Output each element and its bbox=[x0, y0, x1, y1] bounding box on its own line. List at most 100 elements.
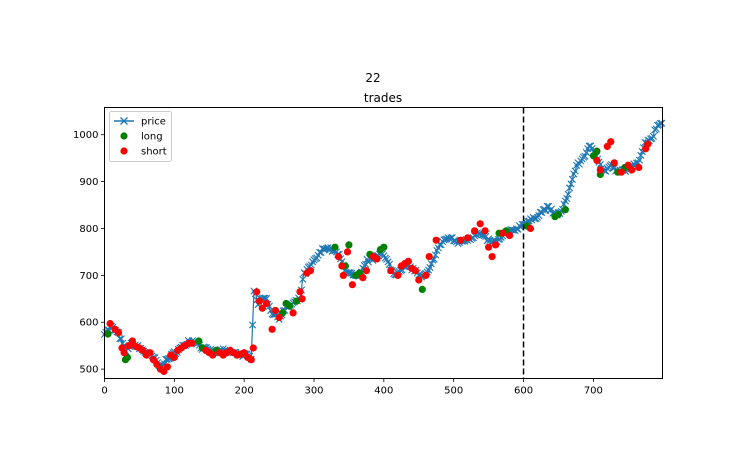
legend-entry-price: price bbox=[114, 117, 166, 128]
short-point bbox=[343, 248, 352, 256]
axis-layer: 0 100 200 300 400 500 600 700 500 600 700 800 900 100… bbox=[73, 130, 603, 396]
short-point bbox=[492, 241, 500, 249]
long-point bbox=[345, 241, 353, 249]
legend-label-short: short bbox=[141, 147, 167, 158]
short-point bbox=[338, 262, 346, 270]
short-point bbox=[593, 156, 601, 165]
legend-short-marker bbox=[120, 147, 128, 155]
price-point bbox=[431, 251, 440, 259]
short-point bbox=[306, 267, 315, 275]
price-point bbox=[316, 248, 324, 256]
price-point bbox=[564, 190, 572, 198]
price-point bbox=[427, 260, 435, 268]
short-point bbox=[481, 227, 489, 235]
price-point bbox=[649, 132, 658, 140]
legend-price-marker bbox=[120, 117, 128, 125]
short-point bbox=[268, 325, 276, 333]
legend-label-price: price bbox=[141, 117, 166, 128]
y-tick-label: 500 bbox=[79, 365, 98, 376]
short-point bbox=[628, 166, 636, 174]
chart-title: trades bbox=[364, 91, 402, 105]
short-point bbox=[114, 329, 123, 337]
short-point bbox=[170, 353, 178, 361]
short-point bbox=[488, 253, 496, 261]
y-tick-label: 900 bbox=[79, 177, 98, 188]
short-point bbox=[464, 234, 472, 242]
short-point bbox=[106, 320, 114, 328]
short-point bbox=[644, 140, 652, 148]
short-point bbox=[334, 253, 343, 261]
short-point bbox=[247, 356, 255, 364]
price-point bbox=[581, 152, 589, 160]
short-point bbox=[289, 309, 297, 317]
price-point bbox=[320, 245, 328, 253]
y-tick-label: 600 bbox=[79, 318, 98, 329]
long-point bbox=[104, 330, 112, 338]
short-point bbox=[249, 344, 257, 352]
price-point bbox=[563, 194, 571, 203]
short-point bbox=[422, 271, 430, 279]
y-tick-label: 1000 bbox=[73, 130, 98, 141]
price-point bbox=[364, 258, 373, 266]
price-point bbox=[317, 248, 325, 257]
short-point bbox=[610, 159, 618, 167]
x-tick-label: 300 bbox=[304, 386, 323, 397]
short-point bbox=[128, 337, 136, 345]
legend-entry-long: long bbox=[120, 132, 163, 143]
x-tick-label: 400 bbox=[374, 386, 393, 397]
short-point bbox=[471, 227, 479, 235]
short-point bbox=[359, 274, 367, 282]
price-point bbox=[116, 335, 124, 343]
legend: price long short bbox=[109, 111, 172, 162]
long-point bbox=[286, 302, 294, 310]
short-point bbox=[298, 295, 306, 303]
short-point bbox=[425, 253, 433, 261]
series-layer bbox=[100, 119, 666, 376]
price-point bbox=[571, 167, 579, 175]
short-point bbox=[596, 166, 604, 174]
short-point bbox=[485, 243, 493, 251]
short-point bbox=[339, 271, 347, 279]
short-point bbox=[457, 236, 465, 244]
price-point bbox=[658, 119, 666, 127]
long-point bbox=[331, 243, 339, 251]
y-tick-label: 700 bbox=[79, 271, 98, 282]
x-tick-label: 700 bbox=[584, 386, 603, 397]
short-point bbox=[146, 349, 154, 357]
price-point bbox=[543, 202, 551, 210]
x-tick-label: 0 bbox=[101, 386, 107, 397]
short-point bbox=[526, 224, 535, 233]
x-tick-label: 500 bbox=[444, 386, 463, 397]
short-point bbox=[188, 339, 196, 347]
short-point bbox=[411, 267, 419, 275]
short-point bbox=[262, 299, 271, 308]
short-point bbox=[296, 288, 304, 296]
short-point bbox=[373, 255, 381, 263]
short-point bbox=[387, 267, 395, 275]
legend-long-marker bbox=[120, 132, 128, 140]
price-point bbox=[568, 175, 576, 184]
figure-suptitle: 22 bbox=[365, 71, 380, 85]
short-point bbox=[163, 363, 171, 371]
price-point bbox=[117, 335, 125, 343]
short-point bbox=[275, 313, 283, 322]
short-point bbox=[348, 281, 356, 289]
price-point bbox=[248, 321, 257, 329]
short-point bbox=[362, 267, 370, 275]
long-point bbox=[554, 210, 563, 218]
short-point bbox=[506, 231, 514, 240]
price-point bbox=[299, 275, 307, 283]
short-point bbox=[617, 168, 625, 176]
short-point bbox=[415, 276, 423, 284]
short-point bbox=[120, 349, 128, 357]
short-point bbox=[404, 257, 412, 265]
short-point bbox=[635, 163, 643, 172]
long-point bbox=[380, 243, 388, 251]
long-point bbox=[418, 285, 426, 293]
price-point bbox=[567, 180, 575, 188]
price-point bbox=[637, 151, 645, 159]
short-point bbox=[258, 304, 266, 312]
x-tick-label: 200 bbox=[235, 386, 254, 397]
long-point bbox=[593, 147, 601, 155]
